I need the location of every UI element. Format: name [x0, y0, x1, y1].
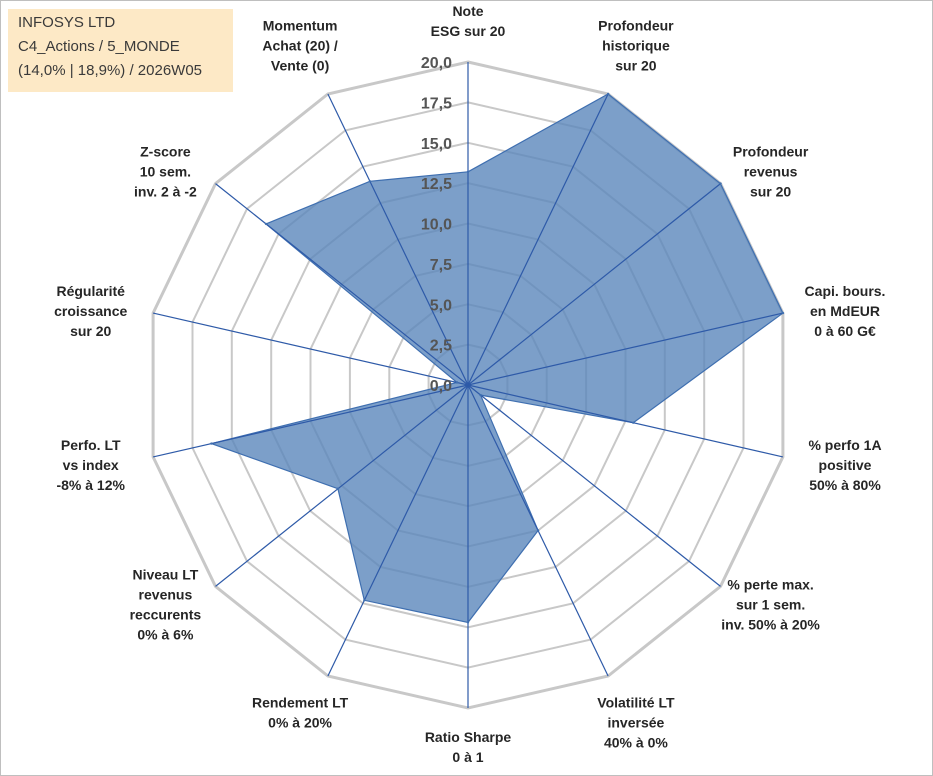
security-performance: (14,0% | 18,9%) / 2026W05 — [18, 62, 202, 79]
axis-spoke — [467, 183, 721, 386]
tick-label: 2,5 — [430, 338, 452, 355]
data-point — [632, 421, 635, 424]
tick-label: 17,5 — [421, 95, 452, 112]
axis-label: Achat (20) / — [262, 37, 338, 53]
axis-spoke — [467, 384, 784, 458]
axis-label: 10 sem. — [140, 164, 191, 180]
tick-label: 7,5 — [430, 257, 452, 274]
axis-label: Volatilité LT — [597, 695, 675, 711]
axis-label: inversée — [607, 715, 664, 731]
axis-label: Profondeur — [733, 144, 809, 160]
tick-label: 15,0 — [421, 136, 452, 153]
tick-label: 0,0 — [430, 378, 452, 395]
axis-label: sur 1 sem. — [736, 596, 805, 612]
axis-label: inv. 50% à 20% — [721, 616, 820, 632]
security-name: INFOSYS LTD — [18, 14, 116, 31]
axis-label: Rendement LT — [252, 695, 349, 711]
tick-label: 5,0 — [430, 297, 452, 314]
axis-label: sur 20 — [70, 323, 111, 339]
axis-label: 50% à 80% — [809, 477, 881, 493]
data-point — [210, 442, 213, 445]
data-point — [264, 222, 268, 226]
axis-label: Niveau LT — [132, 566, 198, 582]
axis-label: 40% à 0% — [604, 735, 668, 751]
tick-label: 12,5 — [421, 176, 452, 193]
axis-label: ESG sur 20 — [431, 23, 506, 39]
axis-label: Z-score — [140, 144, 191, 160]
data-point — [455, 381, 459, 384]
data-point — [466, 170, 470, 173]
axis-label: 0 à 60 G€ — [814, 323, 876, 339]
axis-label: sur 20 — [615, 57, 656, 73]
axis-spoke — [467, 384, 721, 587]
data-point — [781, 311, 785, 315]
axis-label: croissance — [54, 303, 127, 319]
axis-label: 0 à 1 — [452, 749, 483, 765]
axis-label: Vente (0) — [271, 57, 329, 73]
axis-label: revenus — [139, 586, 193, 602]
axis-label: Régularité — [56, 283, 125, 299]
data-point — [466, 621, 470, 624]
data-point — [719, 182, 722, 185]
axis-label: Note — [452, 3, 483, 19]
axis-spoke — [467, 312, 784, 386]
tick-label: 20,0 — [421, 55, 452, 72]
axis-label: historique — [602, 37, 670, 53]
axis-label: Ratio Sharpe — [425, 729, 512, 745]
axis-label: en MdEUR — [810, 303, 880, 319]
data-point — [363, 599, 366, 602]
data-point — [479, 393, 482, 397]
axis-label: inv. 2 à -2 — [134, 184, 197, 200]
axis-label: revenus — [744, 164, 798, 180]
data-point — [368, 180, 372, 183]
axis-spoke — [327, 384, 469, 677]
axis-label: vs index — [63, 457, 119, 473]
security-category: C4_Actions / 5_MONDE — [18, 38, 180, 55]
data-point — [606, 92, 610, 96]
axis-spoke — [327, 93, 469, 386]
axis-label: -8% à 12% — [56, 477, 125, 493]
axis-label: 0% à 6% — [137, 626, 194, 642]
axis-label: positive — [819, 457, 872, 473]
tick-label: 10,0 — [421, 217, 452, 234]
axis-label: Profondeur — [598, 17, 674, 33]
axis-label: 0% à 20% — [268, 715, 332, 731]
data-point — [536, 529, 540, 532]
axis-label: % perfo 1A — [808, 437, 881, 453]
data-point — [336, 487, 340, 490]
axis-label: sur 20 — [750, 184, 791, 200]
axis-label: Capi. bours. — [805, 283, 886, 299]
axis-spoke — [215, 183, 469, 386]
axis-spoke — [152, 384, 469, 458]
security-info-box: INFOSYS LTD C4_Actions / 5_MONDE (14,0% … — [8, 9, 233, 92]
axis-label: reccurents — [130, 606, 202, 622]
axis-spoke — [467, 93, 609, 386]
axis-label: Perfo. LT — [61, 437, 121, 453]
axis-spoke — [215, 384, 469, 587]
axis-label: Momentum — [263, 17, 338, 33]
axis-label: % perte max. — [727, 576, 813, 592]
axis-spoke — [152, 312, 469, 386]
